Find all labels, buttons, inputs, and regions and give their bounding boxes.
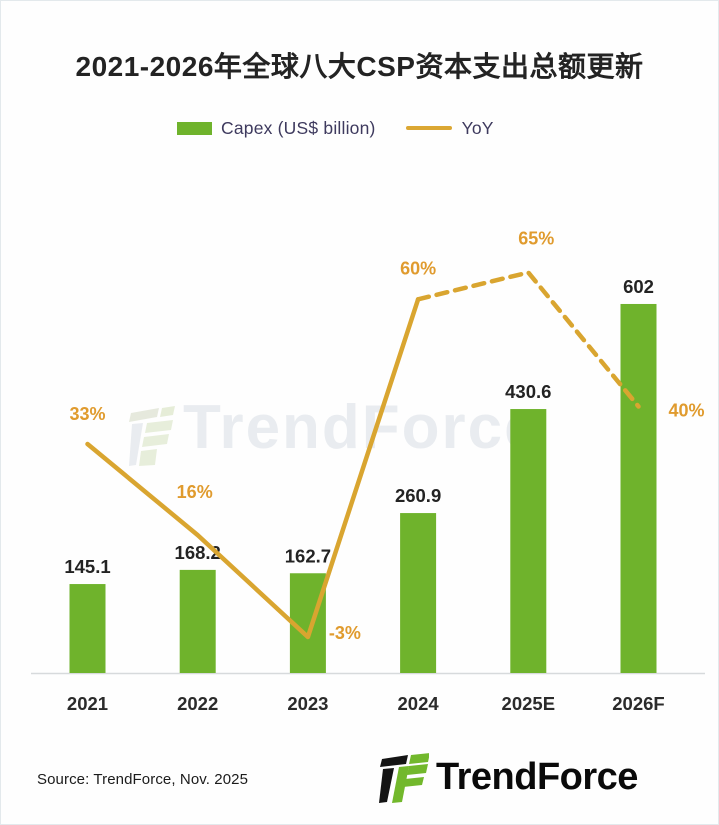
yoy-line-dashed <box>415 270 641 409</box>
x-axis-label-2025E: 2025E <box>502 693 556 714</box>
yoy-legend-label: YoY <box>461 117 494 138</box>
x-axis-label-2026F: 2026F <box>612 693 664 714</box>
yoy-point-label-2025E: 65% <box>518 229 554 249</box>
capex-legend-swatch-icon <box>177 121 212 135</box>
yoy-point-label-2024: 60% <box>400 258 436 278</box>
brand-logo: TrendForce <box>379 751 638 804</box>
capex-bar-2022 <box>179 569 216 673</box>
yoy-point-label-2026F: 40% <box>668 401 704 421</box>
capex-bar-2025E <box>510 409 547 673</box>
bar-value-label-2024: 260.9 <box>395 485 441 506</box>
capex-bar-2021 <box>69 584 106 673</box>
yoy-legend-line-icon <box>405 125 452 131</box>
yoy-point-label-2021: 33% <box>69 404 105 424</box>
capex-bar-2026F <box>620 303 657 673</box>
bar-value-label-2026F: 602 <box>623 276 654 297</box>
x-axis-label-2024: 2024 <box>398 693 440 714</box>
chart-title: 2021-2026年全球八大CSP资本支出总额更新 <box>75 51 644 82</box>
legend: Capex (US$ billion) YoY <box>177 116 494 140</box>
x-axis-label-2023: 2023 <box>287 693 328 714</box>
yoy-point-label-2023: -3% <box>329 623 361 643</box>
yoy-line-solid <box>85 297 421 640</box>
capex-legend-label: Capex (US$ billion) <box>221 117 376 138</box>
x-axis-label-2022: 2022 <box>177 693 218 714</box>
capex-bar-2024 <box>400 513 437 673</box>
source-note: Source: TrendForce, Nov. 2025 <box>37 771 249 788</box>
bar-value-label-2021: 145.1 <box>64 556 110 577</box>
bar-value-label-2025E: 430.6 <box>505 381 551 402</box>
yoy-point-label-2022: 16% <box>177 482 213 502</box>
bar-value-label-2023: 162.7 <box>285 545 331 566</box>
x-axis-label-2021: 2021 <box>67 693 108 714</box>
trendforce-logo-icon <box>379 753 429 803</box>
trendforce-logo-text: TrendForce <box>436 756 638 798</box>
